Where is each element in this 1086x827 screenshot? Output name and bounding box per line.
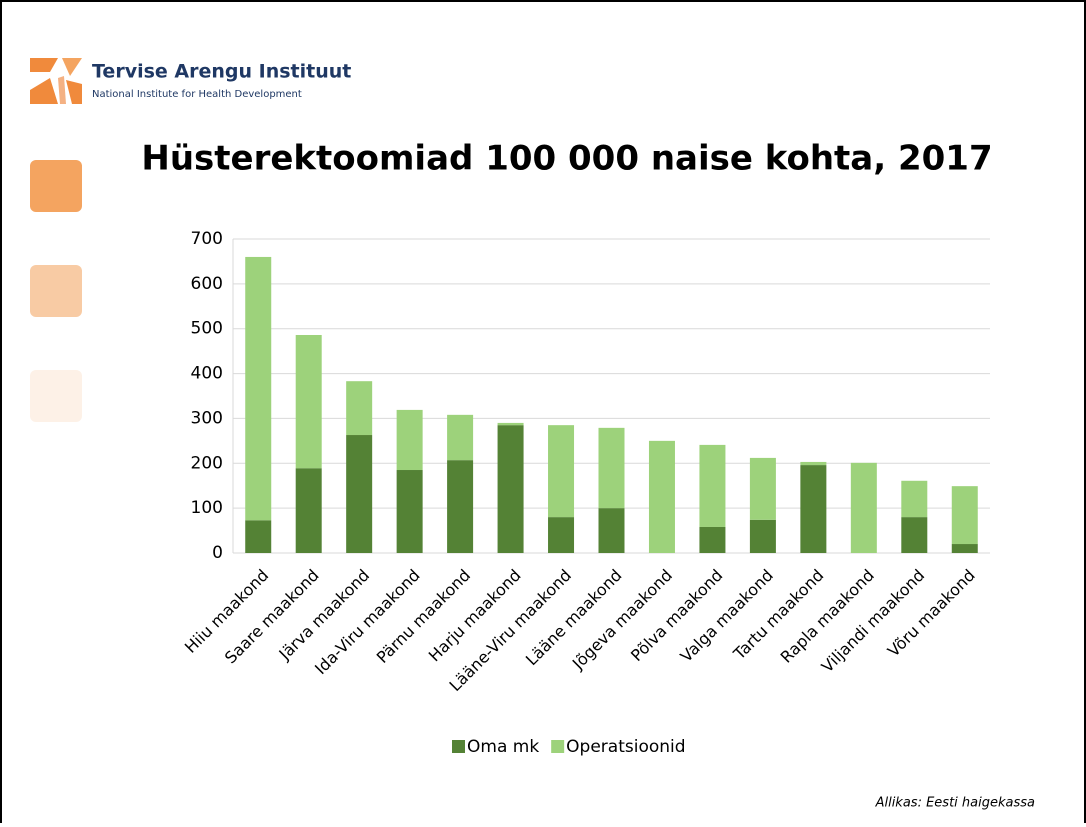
legend-swatch: [551, 740, 565, 753]
bar-segment: [497, 425, 524, 553]
bar-segment: [951, 544, 978, 553]
bar-segment: [295, 468, 322, 553]
bar-segment: [245, 256, 272, 521]
y-tick-label: 600: [191, 274, 223, 294]
bar-segment: [396, 409, 423, 471]
chart-title: Hüsterektoomiad 100 000 naise kohta, 201…: [141, 139, 992, 179]
deco-square: [30, 370, 82, 422]
deco-square: [30, 160, 82, 212]
bar-segment: [598, 508, 625, 553]
bar-segment: [648, 440, 675, 553]
bar-segment: [749, 519, 776, 553]
bar-segment: [699, 526, 726, 553]
legend-label: Operatsioonid: [566, 737, 685, 757]
source-note: Allikas: Eesti haigekassa: [875, 796, 1035, 811]
logo-subtitle: National Institute for Health Developmen…: [92, 89, 302, 100]
bar-segment: [699, 444, 726, 527]
bar-segment: [850, 462, 877, 553]
logo-name: Tervise Arengu Instituut: [92, 61, 351, 83]
y-tick-label: 400: [191, 364, 223, 384]
y-tick-label: 700: [191, 229, 223, 249]
y-tick-label: 100: [191, 498, 223, 518]
legend-label: Oma mk: [467, 737, 539, 757]
bar-segment: [548, 517, 575, 553]
bar-segment: [346, 381, 373, 436]
bar-segment: [396, 470, 423, 553]
bar-segment: [800, 461, 827, 466]
bar-segment: [245, 520, 272, 553]
bar-segment: [901, 517, 928, 553]
y-tick-label: 0: [212, 543, 223, 563]
y-tick-label: 200: [191, 453, 223, 473]
y-tick-label: 500: [191, 319, 223, 339]
bar-segment: [548, 425, 575, 518]
bar-segment: [800, 465, 827, 553]
bar-segment: [346, 435, 373, 553]
deco-square: [30, 265, 82, 317]
bar-segment: [901, 480, 928, 518]
bar-segment: [447, 460, 474, 553]
bar-segment: [497, 422, 524, 426]
bar-segment: [951, 486, 978, 545]
logo-mark: [30, 58, 82, 104]
bar-segment: [295, 334, 322, 469]
bar-segment: [598, 427, 625, 509]
bar-segment: [447, 414, 474, 461]
bar-segment: [749, 457, 776, 520]
legend-swatch: [452, 740, 465, 753]
y-tick-label: 300: [191, 408, 223, 428]
